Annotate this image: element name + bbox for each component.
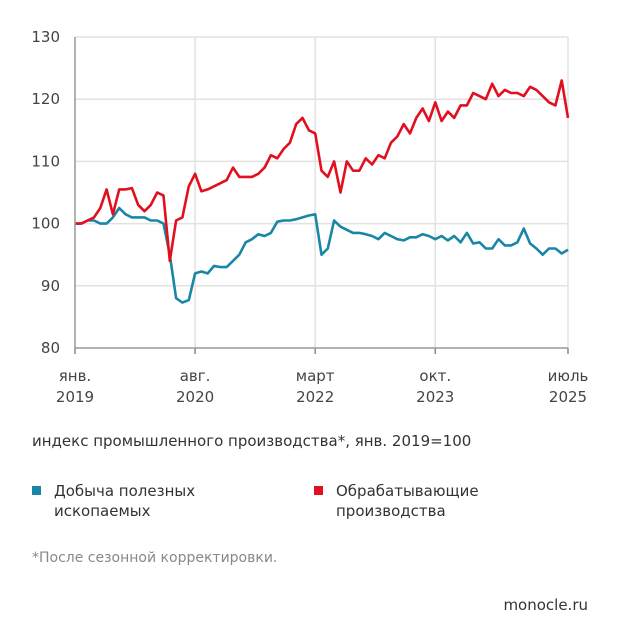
x-tick-label: 2019 [56, 388, 94, 406]
y-tick-label: 120 [31, 90, 60, 108]
brand-link[interactable]: monocle.ru [503, 596, 588, 614]
legend-label: Добыча полезных [54, 482, 196, 500]
legend-label: Обрабатывающие [336, 482, 479, 500]
x-tick-label: окт. [419, 367, 451, 385]
tick-labels: 80 90 100 110 120 130 янв. 2019 авг. 2020 март 2022… [31, 28, 588, 406]
x-tick-label: 2020 [176, 388, 214, 406]
legend-label: ископаемых [54, 502, 151, 520]
grid [75, 36, 569, 348]
footnote: *После сезонной корректировки. [32, 550, 278, 566]
series-lines [75, 79, 570, 304]
x-tick-label: янв. [59, 367, 91, 385]
series-line-manufacturing [75, 79, 570, 263]
y-tick-label: 100 [31, 215, 60, 233]
x-tick-label: 2022 [296, 388, 334, 406]
y-tick-label: 90 [41, 277, 60, 295]
legend-item-mining: Добыча полезных ископаемых [32, 481, 195, 521]
x-tick-label: авг. [180, 367, 211, 385]
chart-subtitle: индекс промышленного производства*, янв.… [32, 432, 472, 450]
y-tick-label: 80 [41, 339, 60, 357]
x-tick-label: 2025 [549, 388, 587, 406]
y-tick-label: 130 [31, 28, 60, 46]
x-tick-label: 2023 [416, 388, 454, 406]
y-tick-label: 110 [31, 152, 60, 170]
legend-swatch-mining [32, 486, 41, 495]
chart: 80 90 100 110 120 130 янв. 2019 авг. 2020 март 2022… [31, 28, 588, 406]
legend-swatch-manufacturing [314, 486, 323, 495]
series-line-mining [75, 206, 569, 304]
legend-label: производства [336, 502, 446, 520]
x-tick-label: июль [548, 367, 589, 385]
legend-item-manufacturing: Обрабатывающие производства [314, 481, 479, 521]
x-tick-label: март [296, 367, 335, 385]
axes [74, 37, 569, 354]
